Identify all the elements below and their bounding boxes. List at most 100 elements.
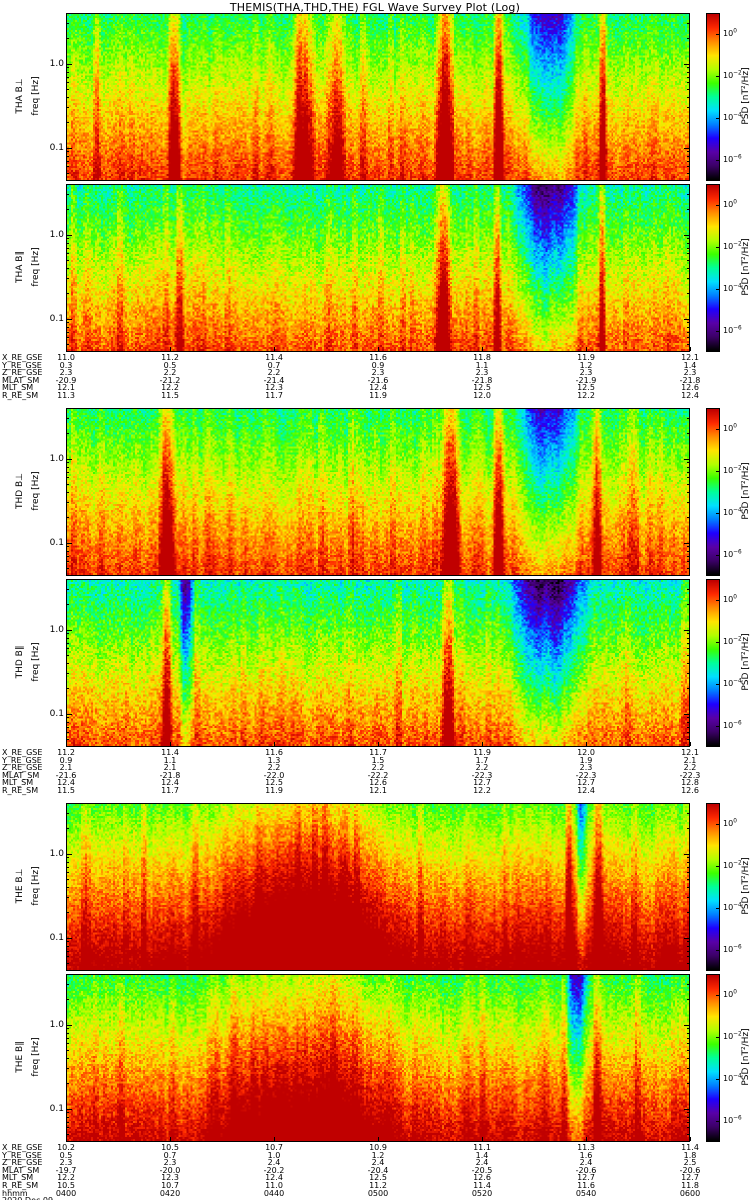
ytick-minor-tha-bpar-14-0 <box>66 243 69 244</box>
axis-value-tha-axis-0-1: 11.2 <box>161 353 179 362</box>
axis-row-label-the-axis-3: MLAT_SM <box>2 1165 40 1175</box>
axis-row-label-thd-axis-0: X_RE_GSE <box>2 748 43 757</box>
ytick-minor-the-bperp-10-0 <box>66 887 69 888</box>
ytick-minor-tha-bperp-10-1 <box>687 97 690 98</box>
ytick-minor-thd-bpar-24-1 <box>687 739 690 740</box>
axis-value-thd-axis-0-5: 12.0 <box>577 748 595 757</box>
ytick-minor-the-bpar-12-0 <box>66 1043 69 1044</box>
xtick-the-axis-5 <box>586 1137 587 1141</box>
ytick-minor-tha-bperp-15-0 <box>66 67 69 68</box>
axis-value-the-axis-4-3: 12.5 <box>369 1173 387 1183</box>
colorbar-title-the-bperp: PSD [nT²/Hz] <box>741 857 750 915</box>
ytick-minor-tha-bpar-9-1 <box>687 278 690 279</box>
colorbar-tick-the-bperp-1: 10−2 <box>723 860 742 870</box>
spectrogram-thd-bpar <box>67 580 689 746</box>
axis-value-the-axis-4-1: 12.3 <box>161 1173 179 1183</box>
axis-value-the-axis-0-3: 10.9 <box>369 1143 387 1152</box>
axis-value-thd-axis-5-1: 11.7 <box>161 786 179 795</box>
axis-value-thd-axis-1-0: 0.9 <box>59 755 73 765</box>
ytick-mark-thd-bperp-1-1 <box>684 542 690 544</box>
colorbar-tick-thd-bperp-3: 10−6 <box>723 549 742 559</box>
colorbar-tha-bperp <box>706 13 720 181</box>
ytick-minor-the-bperp-29-0 <box>66 828 69 829</box>
ytick-minor-the-bperp-15-0 <box>66 857 69 858</box>
ytick-minor-thd-bpar-29-0 <box>66 604 69 605</box>
colorbar-tick-mark-thd-bpar-0 <box>716 600 720 601</box>
freq-axis-label-thd-bperp: freq [Hz] <box>31 471 41 511</box>
ytick-minor-tha-bpar-8-0 <box>66 293 69 294</box>
xtick-tha-axis-6 <box>690 347 691 351</box>
colorbar-the-bperp <box>706 803 720 971</box>
ytick-minor-tha-bpar-28-1 <box>687 322 690 323</box>
colorbar-tick-mark-the-bpar-1 <box>716 1037 720 1038</box>
axis-row-label-the-axis-4: MLT_SM <box>2 1173 34 1183</box>
ylabel-tha-bpar: THA B∥ <box>15 251 25 283</box>
ytick-minor-thd-bperp-10-0 <box>66 492 69 493</box>
ytick-minor-tha-bpar-12-0 <box>66 253 69 254</box>
axis-value-thd-axis-4-6: 12.8 <box>681 778 699 788</box>
axis-row-label-tha-axis-3: MLAT_SM <box>2 375 40 385</box>
colorbar-tick-mark-tha-bperp-0 <box>716 34 720 35</box>
colorbar-tick-mark-thd-bpar-2 <box>716 684 720 685</box>
colorbar-title-the-bpar: PSD [nT²/Hz] <box>741 1028 750 1086</box>
axis-row-label-tha-axis-2: Z_RE_GSE <box>2 368 43 378</box>
axis-value-thd-axis-0-3: 11.7 <box>369 748 387 757</box>
ytick-mark-the-bperp-1-1 <box>684 937 690 939</box>
axis-value-tha-axis-4-4: 12.5 <box>473 383 491 393</box>
colorbar-tick-mark-the-bperp-0 <box>716 824 720 825</box>
ytick-minor-tha-bpar-30-1 <box>687 194 690 195</box>
colorbar-title-tha-bpar: PSD [nT²/Hz] <box>741 238 750 296</box>
ytick-minor-tha-bperp-28-1 <box>687 151 690 152</box>
axis-value-thd-axis-1-6: 2.1 <box>683 755 697 765</box>
ytick-minor-tha-bperp-11-1 <box>687 89 690 90</box>
ytick-minor-tha-bperp-24-0 <box>66 173 69 174</box>
xtick-thd-axis-4 <box>482 742 483 746</box>
colorbar-title-thd-bperp: PSD [nT²/Hz] <box>741 462 750 520</box>
axis-value-the-axis-6-6: 0600 <box>679 1188 701 1198</box>
ytick-minor-thd-bperp-30-1 <box>687 418 690 419</box>
page-title: THEMIS(THA,THD,THE) FGL Wave Survey Plot… <box>229 1 521 14</box>
spectrogram-the-bperp <box>67 804 689 970</box>
colorbar-tick-mark-tha-bperp-3 <box>716 160 720 161</box>
axis-value-the-axis-5-1: 10.7 <box>161 1181 179 1190</box>
ytick-minor-thd-bpar-9-0 <box>66 673 69 674</box>
ytick-minor-tha-bperp-24-1 <box>687 173 690 174</box>
axis-value-tha-axis-0-6: 12.1 <box>681 353 699 362</box>
axis-value-the-axis-1-6: 1.8 <box>683 1150 697 1160</box>
ytick-label-the-bpar-1: 0.1 <box>49 1103 64 1114</box>
ytick-minor-tha-bpar-11-1 <box>687 260 690 261</box>
axis-value-thd-axis-5-6: 12.6 <box>681 786 699 795</box>
axis-value-tha-axis-4-2: 12.3 <box>265 383 283 393</box>
axis-value-thd-axis-0-2: 11.6 <box>265 748 283 757</box>
ytick-minor-tha-bperp-12-1 <box>687 82 690 83</box>
ytick-mark-tha-bperp-1-1 <box>684 147 690 149</box>
axis-row-label-the-axis-0: X_RE_GSE <box>2 1143 43 1152</box>
ytick-minor-the-bpar-10-0 <box>66 1058 69 1059</box>
ytick-minor-tha-bperp-26-1 <box>687 161 690 162</box>
colorbar-tick-mark-tha-bpar-1 <box>716 247 720 248</box>
ytick-mark-the-bpar-1-0 <box>66 1108 72 1110</box>
ytick-minor-tha-bperp-15-1 <box>687 67 690 68</box>
axis-value-the-axis-6-2: 0440 <box>263 1188 285 1198</box>
ytick-minor-tha-bpar-8-1 <box>687 293 690 294</box>
ytick-minor-tha-bpar-28-0 <box>66 322 69 323</box>
ytick-minor-tha-bperp-29-0 <box>66 38 69 39</box>
axis-value-tha-axis-1-6: 1.4 <box>683 360 697 370</box>
colorbar-tick-the-bpar-1: 10−2 <box>723 1031 742 1041</box>
colorbar-tick-mark-tha-bperp-2 <box>716 118 720 119</box>
colorbar-gradient-the-bperp <box>707 804 719 970</box>
spectrogram-tha-bpar <box>67 185 689 351</box>
xtick-tha-axis-3 <box>378 347 379 351</box>
axis-value-the-axis-6-5: 0540 <box>575 1188 597 1198</box>
ytick-minor-the-bperp-15-1 <box>687 857 690 858</box>
axis-value-the-axis-6-1: 0420 <box>159 1188 181 1198</box>
ytick-minor-the-bperp-26-0 <box>66 951 69 952</box>
ytick-minor-the-bpar-28-0 <box>66 1112 69 1113</box>
axis-value-thd-axis-3-4: -22.3 <box>471 770 493 780</box>
ytick-minor-thd-bperp-12-1 <box>687 477 690 478</box>
ytick-minor-thd-bperp-26-1 <box>687 556 690 557</box>
axis-value-the-axis-4-0: 12.2 <box>57 1173 75 1183</box>
axis-value-thd-axis-5-2: 11.9 <box>265 786 283 795</box>
xtick-the-axis-4 <box>482 1137 483 1141</box>
ytick-minor-the-bpar-15-0 <box>66 1028 69 1029</box>
